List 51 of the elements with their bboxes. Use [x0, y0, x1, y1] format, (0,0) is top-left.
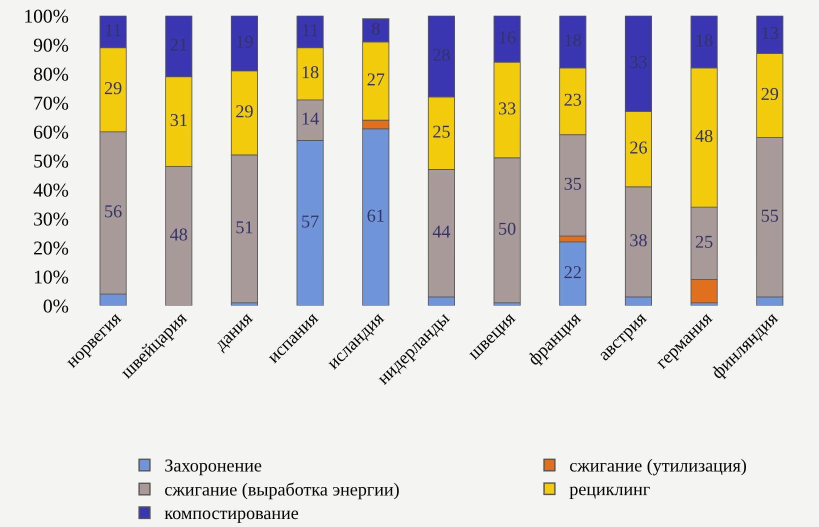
data-label: 22 [564, 266, 581, 278]
y-tick-label: 0% [44, 299, 68, 313]
data-label: 18 [696, 34, 712, 46]
data-label: 25 [433, 126, 450, 138]
legend-label: компостирование [164, 510, 298, 523]
data-label: 8 [372, 22, 380, 35]
y-tick-label: 70% [34, 96, 68, 110]
y-tick-label: 50% [34, 154, 68, 168]
data-label: 31 [170, 114, 187, 126]
y-tick-label: 80% [34, 68, 68, 81]
data-label: 44 [432, 226, 450, 238]
data-label: 19 [237, 36, 253, 48]
data-label: 57 [302, 216, 319, 228]
data-label: 21 [170, 38, 187, 51]
data-label: 55 [762, 210, 778, 222]
data-label: 29 [762, 88, 778, 100]
data-label: 14 [302, 112, 319, 124]
legend-label: сжигание (утилизация) [570, 458, 746, 476]
legend-label: Захоронение [165, 459, 262, 476]
data-label: 29 [236, 105, 253, 118]
data-label: 48 [170, 228, 188, 241]
data-label: 23 [564, 94, 582, 106]
data-label: 51 [236, 221, 252, 234]
legend-label: рециклинг [570, 486, 650, 499]
y-tick-label: 40% [34, 184, 68, 197]
y-tick-label: 60% [34, 126, 68, 139]
data-label: 56 [105, 205, 122, 218]
data-label: 35 [564, 178, 582, 190]
data-label: 50 [499, 222, 516, 235]
data-label: 18 [302, 66, 318, 78]
data-label: 33 [630, 56, 647, 68]
data-label: 11 [106, 24, 121, 36]
y-tick-label: 30% [34, 212, 68, 226]
data-label: 48 [695, 130, 712, 142]
data-label: 29 [104, 82, 122, 94]
data-label: 13 [762, 27, 778, 40]
data-label: 38 [630, 234, 647, 246]
data-label: 16 [500, 31, 516, 44]
y-tick-label: 10% [34, 270, 68, 284]
data-label: 18 [565, 34, 582, 46]
data-label: 33 [498, 102, 516, 115]
legend-label: сжигание (выработка энергии) [165, 482, 399, 500]
data-label: 25 [696, 236, 712, 248]
data-label: 26 [630, 142, 647, 154]
data-label: 28 [433, 48, 450, 61]
y-tick-label: 100% [25, 10, 68, 23]
y-tick-label: 90% [34, 38, 68, 52]
data-label: 27 [368, 73, 384, 86]
data-label: 61 [368, 210, 384, 222]
data-label: 11 [303, 24, 318, 36]
y-tick-label: 20% [34, 242, 68, 255]
